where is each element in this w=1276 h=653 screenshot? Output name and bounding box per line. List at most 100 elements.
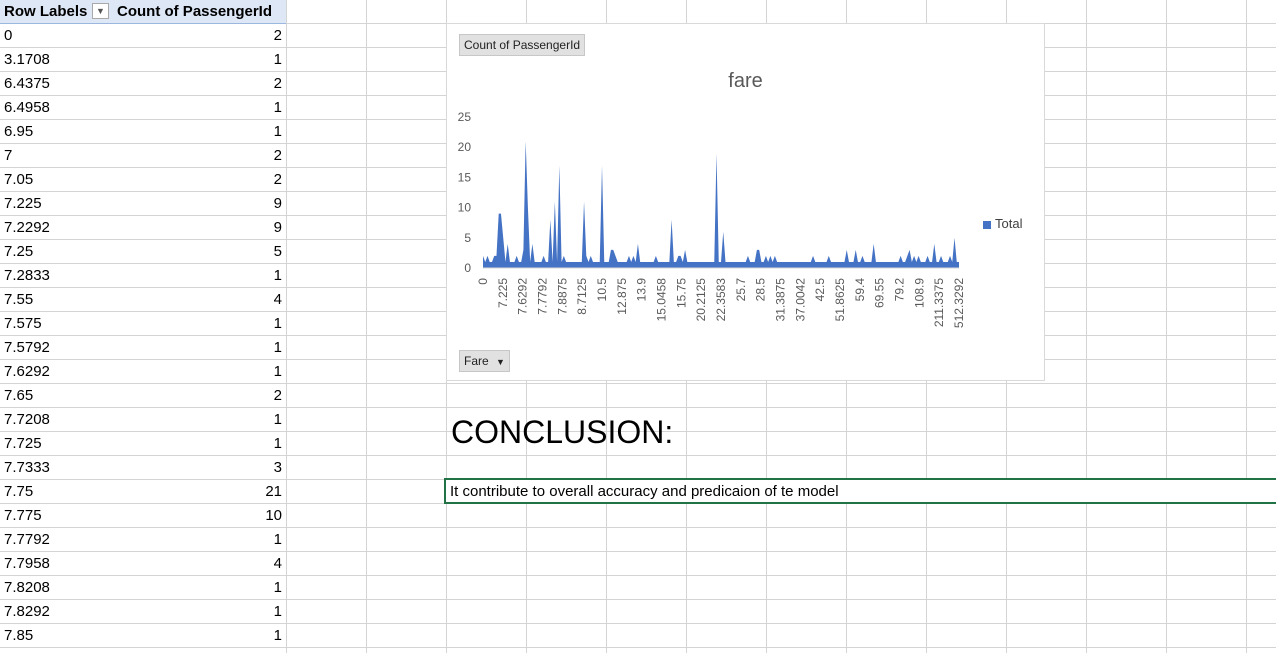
row-gridline xyxy=(0,623,1276,624)
row-count: 1 xyxy=(273,579,282,596)
row-gridline xyxy=(0,575,1276,576)
column-gridline xyxy=(366,0,367,653)
row-label: 7.775 xyxy=(4,507,42,524)
row-labels-header[interactable]: Row Labels xyxy=(4,3,88,20)
x-tick-label: 12.875 xyxy=(615,278,629,315)
pivot-row[interactable]: 7.85 1 xyxy=(0,624,286,648)
pivot-row[interactable]: 7.775 10 xyxy=(0,504,286,528)
row-count: 2 xyxy=(273,147,282,164)
row-label: 7.8292 xyxy=(4,603,50,620)
pivot-row[interactable]: 7.75 21 xyxy=(0,480,286,504)
pivot-row[interactable]: 7.55 4 xyxy=(0,288,286,312)
series-area-total[interactable] xyxy=(483,141,959,268)
row-count: 2 xyxy=(273,387,282,404)
row-label: 7.7208 xyxy=(4,411,50,428)
x-tick-label: 10.5 xyxy=(595,278,609,302)
x-tick-label: 7.8875 xyxy=(555,278,569,315)
row-count: 1 xyxy=(273,339,282,356)
value-field-button[interactable]: Count of PassengerId xyxy=(459,34,586,56)
row-count: 1 xyxy=(273,51,282,68)
pivot-row[interactable]: 6.95 1 xyxy=(0,120,286,144)
row-count: 1 xyxy=(273,363,282,380)
row-count: 9 xyxy=(273,195,282,212)
pivot-row[interactable]: 7.7792 1 xyxy=(0,528,286,552)
pivot-row[interactable]: 7.8208 1 xyxy=(0,576,286,600)
row-count: 1 xyxy=(273,603,282,620)
x-tick-label: 13.9 xyxy=(635,278,649,302)
row-label: 7.725 xyxy=(4,435,42,452)
pivot-row[interactable]: 7.5792 1 xyxy=(0,336,286,360)
pivot-chart[interactable]: Count of PassengerId fare 0 5 10 15 20 25 0 7.2… xyxy=(446,23,1045,381)
row-gridline xyxy=(0,431,1276,432)
row-label: 7.85 xyxy=(4,627,34,644)
legend-label: Total xyxy=(995,216,1023,231)
conclusion-heading[interactable]: CONCLUSION: xyxy=(451,414,674,450)
axis-field-button[interactable]: Fare ▼ xyxy=(459,350,510,372)
row-label: 7.225 xyxy=(4,195,42,212)
pivot-row[interactable]: 7.2292 9 xyxy=(0,216,286,240)
x-tick-label: 28.5 xyxy=(754,278,768,302)
selected-cell[interactable]: It contribute to overall accuracy and pr… xyxy=(444,478,1276,504)
row-gridline xyxy=(0,527,1276,528)
y-tick-label: 0 xyxy=(464,261,471,275)
row-count: 2 xyxy=(273,27,282,44)
count-header[interactable]: Count of PassengerId xyxy=(117,3,273,20)
row-count: 1 xyxy=(273,315,282,332)
pivot-row[interactable]: 7.8292 1 xyxy=(0,600,286,624)
row-count: 4 xyxy=(273,291,282,308)
row-label: 7.7333 xyxy=(4,459,50,476)
row-count: 1 xyxy=(273,627,282,644)
legend-swatch-icon xyxy=(983,220,991,229)
y-tick-label: 25 xyxy=(458,110,472,124)
pivot-header-row: Row Labels ▼ Count of PassengerId xyxy=(0,0,286,24)
row-label: 7.2833 xyxy=(4,267,50,284)
row-count: 10 xyxy=(265,507,282,524)
pivot-row[interactable]: 7.7958 4 xyxy=(0,552,286,576)
pivot-row[interactable]: 7.7333 3 xyxy=(0,456,286,480)
pivot-row[interactable]: 6.4375 2 xyxy=(0,72,286,96)
conclusion-text: It contribute to overall accuracy and pr… xyxy=(450,483,839,500)
x-tick-label: 79.2 xyxy=(893,278,907,302)
x-tick-label: 69.55 xyxy=(873,278,887,308)
row-count: 1 xyxy=(273,411,282,428)
row-gridline xyxy=(0,551,1276,552)
row-count: 1 xyxy=(273,99,282,116)
row-gridline xyxy=(0,599,1276,600)
pivot-row[interactable]: 6.4958 1 xyxy=(0,96,286,120)
row-label: 7.05 xyxy=(4,171,34,188)
y-tick-label: 20 xyxy=(458,140,472,154)
pivot-row[interactable]: 7.225 9 xyxy=(0,192,286,216)
x-tick-label: 51.8625 xyxy=(833,278,847,322)
axis-field-dropdown-icon[interactable]: ▼ xyxy=(496,357,505,367)
row-label: 6.95 xyxy=(4,123,34,140)
row-label: 3.1708 xyxy=(4,51,50,68)
row-label: 7.65 xyxy=(4,387,34,404)
x-tick-label: 15.75 xyxy=(674,278,688,308)
chart-legend: Total xyxy=(983,216,1022,231)
pivot-row[interactable]: 3.1708 1 xyxy=(0,48,286,72)
pivot-row[interactable]: 7.6292 1 xyxy=(0,360,286,384)
column-gridline xyxy=(286,0,287,653)
row-label: 7.8208 xyxy=(4,579,50,596)
row-label: 6.4958 xyxy=(4,99,50,116)
pivot-row[interactable]: 7.2833 1 xyxy=(0,264,286,288)
row-label: 7.575 xyxy=(4,315,42,332)
x-tick-label: 20.2125 xyxy=(694,278,708,322)
pivot-row[interactable]: 7.575 1 xyxy=(0,312,286,336)
pivot-row[interactable]: 7.725 1 xyxy=(0,432,286,456)
x-tick-label: 22.3583 xyxy=(714,278,728,322)
pivot-row[interactable]: 7.05 2 xyxy=(0,168,286,192)
axis-field-label: Fare xyxy=(464,354,489,368)
row-label: 6.4375 xyxy=(4,75,50,92)
row-count: 1 xyxy=(273,267,282,284)
x-tick-label: 7.6292 xyxy=(516,278,530,315)
x-tick-label: 25.7 xyxy=(734,278,748,302)
row-labels-filter-dropdown-icon[interactable]: ▼ xyxy=(92,3,109,19)
x-tick-label: 7.225 xyxy=(496,278,510,308)
chart-plot-area: 0 5 10 15 20 25 0 7.225 7.6292 7.7792 7.8875 8.7125… xyxy=(458,110,966,328)
pivot-row[interactable]: 7.25 5 xyxy=(0,240,286,264)
pivot-row[interactable]: 7.65 2 xyxy=(0,384,286,408)
pivot-row[interactable]: 7.7208 1 xyxy=(0,408,286,432)
